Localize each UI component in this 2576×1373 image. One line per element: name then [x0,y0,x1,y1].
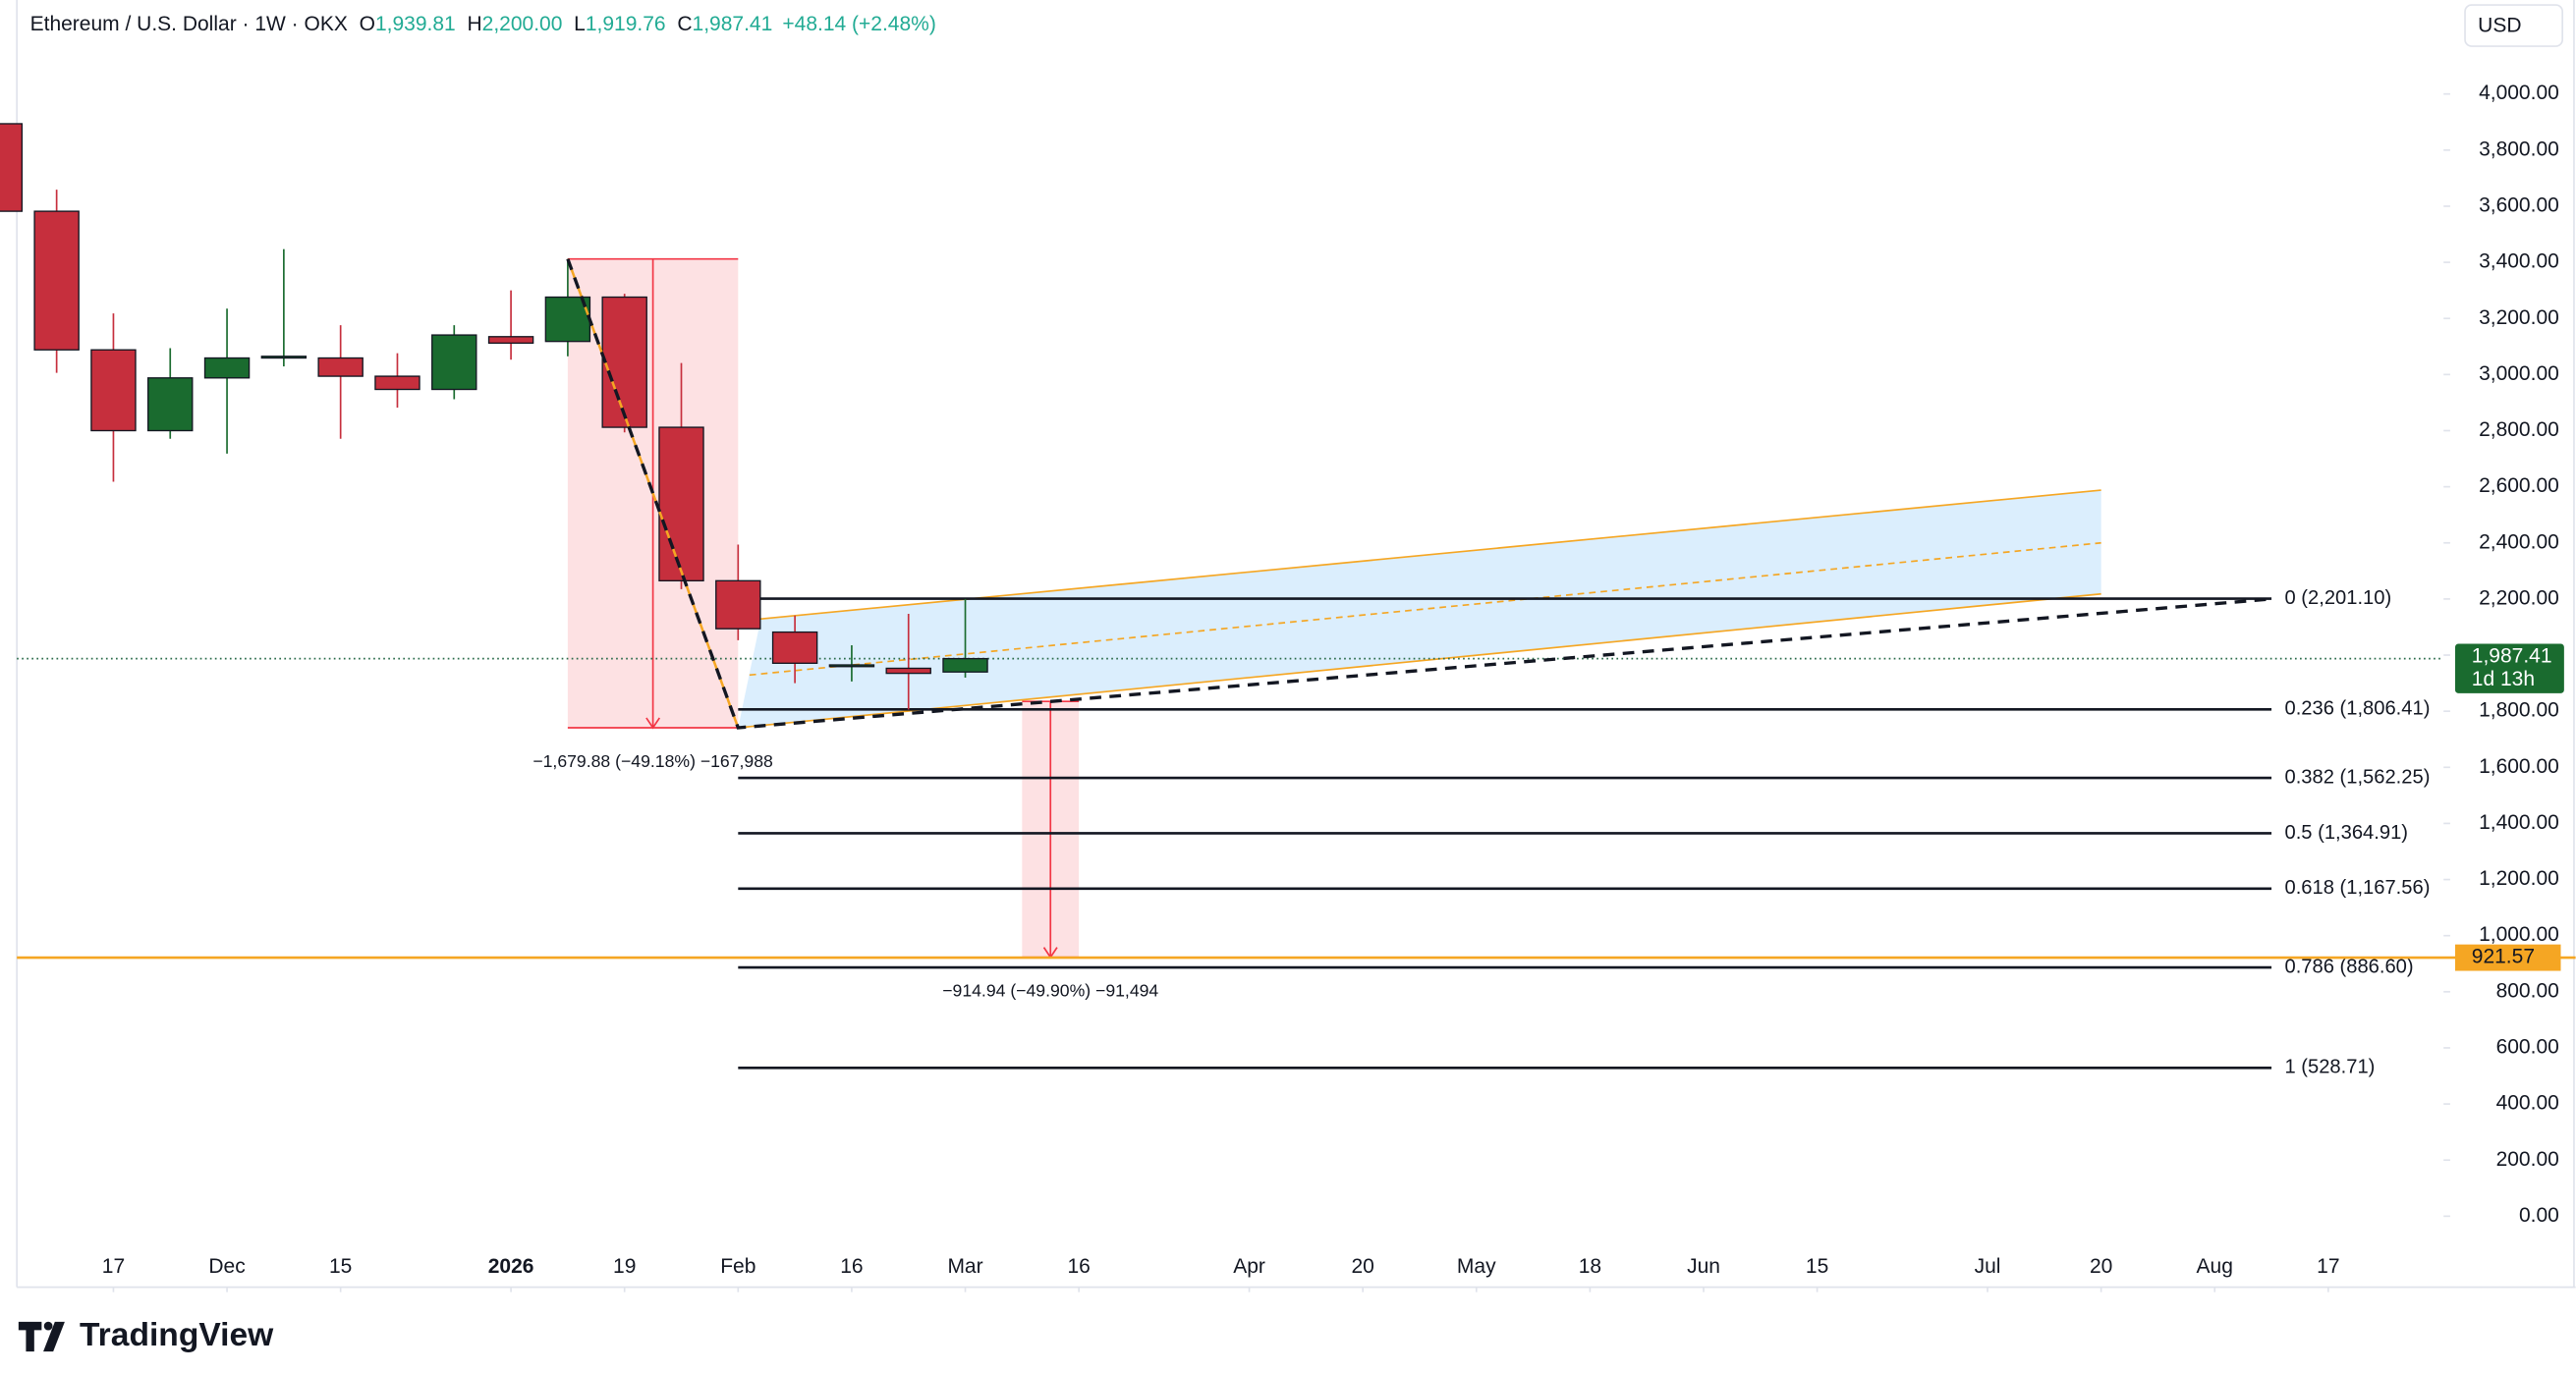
channel-lower [738,592,2101,729]
x-tick-label: 15 [329,1255,352,1278]
x-tick-label: 16 [1067,1255,1090,1278]
candle-body [828,664,875,668]
x-tick-label: 20 [2090,1255,2112,1278]
x-tick-label: May [1457,1255,1496,1278]
candle-body [374,375,420,391]
header-legend: Ethereum / U.S. Dollar · 1W · OKX O1,939.… [30,13,936,35]
ohlc-key: C [677,13,692,35]
x-tick-label: 18 [1579,1255,1601,1278]
fib-label: 0.5 (1,364.91) [2284,822,2408,844]
x-tick-label: Aug [2197,1255,2233,1278]
fib-label: 0.236 (1,806.41) [2284,698,2430,720]
y-tick-label: 0.00 [2519,1204,2559,1227]
y-tick-label: 1,200.00 [2479,867,2559,890]
x-tick-label: 15 [1806,1255,1828,1278]
x-tick-label: 19 [613,1255,636,1278]
x-tick-label: Apr [1233,1255,1265,1278]
y-tick-label: 4,000.00 [2479,82,2559,104]
y-tick-label: 2,200.00 [2479,586,2559,609]
y-tick-label: 3,400.00 [2479,250,2559,273]
candle-body [90,349,137,432]
candle-body [203,357,251,379]
x-tick-label: 2026 [488,1255,534,1278]
currency[interactable]: USD [2478,14,2521,36]
ohlc-key: O [360,13,375,35]
x-tick-label: Feb [720,1255,756,1278]
hline-label-box [2454,944,2561,971]
ohlc-value: 2,200.00 [482,13,563,35]
price-change: +48.14 (+2.48%) [782,13,935,35]
measure-label: −1,679.88 (−49.18%) −167,988 [532,751,773,771]
candle-body [771,631,818,664]
candle-body [885,667,931,675]
ohlc-value: 1,939.81 [375,13,456,35]
fib-label: 0.618 (1,167.56) [2284,877,2430,899]
candle-body [431,334,477,391]
x-tick-label: Dec [208,1255,245,1278]
candle-body [715,579,761,630]
y-tick-label: 3,600.00 [2479,194,2559,217]
y-tick-label: 3,200.00 [2479,306,2559,329]
logo-mark [18,1321,65,1352]
candle-body [487,336,534,345]
x-tick-label: 16 [840,1255,863,1278]
countdown-label: 1d 13h [2472,668,2535,690]
candle-body [601,296,647,428]
candle-body [33,210,80,351]
x-tick-label: Jun [1687,1255,1720,1278]
fib-label: 1 (528.71) [2284,1057,2375,1078]
y-tick-label: 1,800.00 [2479,699,2559,722]
y-tick-label: 1,400.00 [2479,811,2559,834]
fib-label: 0.786 (886.60) [2284,956,2413,977]
ohlc-key: L [574,13,586,35]
ohlc-key: H [467,13,481,35]
y-tick-label: 600.00 [2496,1036,2559,1059]
last-price-label: 1,987.41 [2472,644,2552,667]
y-tick-label: 800.00 [2496,979,2559,1002]
candle-body [317,357,364,377]
measure-arrowhead [645,717,661,730]
candle-body [658,426,704,581]
symbol-title: Ethereum / U.S. Dollar · 1W · OKX [30,13,348,35]
fib-label: 0 (2,201.10) [2284,587,2391,609]
fib-label: 0.382 (1,562.25) [2284,766,2430,788]
y-tick-label: 1,000.00 [2479,923,2559,946]
currency-box[interactable] [2464,4,2564,47]
candle-body [544,296,591,343]
y-tick-label: 2,400.00 [2479,530,2559,553]
candles [0,123,988,710]
x-tick-label: 17 [2317,1255,2339,1278]
measure-label: −914.94 (−49.90%) −91,494 [942,981,1158,1001]
x-tick-label: 17 [102,1255,125,1278]
candle-body [147,377,194,432]
y-tick-label: 400.00 [2496,1092,2559,1115]
ohlc-value: 1,987.41 [693,13,773,35]
trend-line [566,258,2272,730]
y-tick-label: 2,800.00 [2479,418,2559,441]
last-price-box [2454,643,2564,693]
y-tick-label: 200.00 [2496,1148,2559,1171]
y-tick-label: 2,600.00 [2479,474,2559,497]
y-tick-label: 3,800.00 [2479,137,2559,160]
y-tick-label: 1,600.00 [2479,755,2559,778]
candle-body [0,123,24,212]
ohlc-value: 1,919.76 [586,13,666,35]
brand[interactable]: TradingView [80,1317,274,1353]
hline-label: 921.57 [2472,946,2535,968]
x-tick-label: Mar [947,1255,982,1278]
x-tick-label: Jul [1975,1255,2001,1278]
y-tick-label: 3,000.00 [2479,362,2559,385]
candle-body [260,356,308,359]
x-tick-label: 20 [1351,1255,1373,1278]
candle-body [942,657,988,673]
